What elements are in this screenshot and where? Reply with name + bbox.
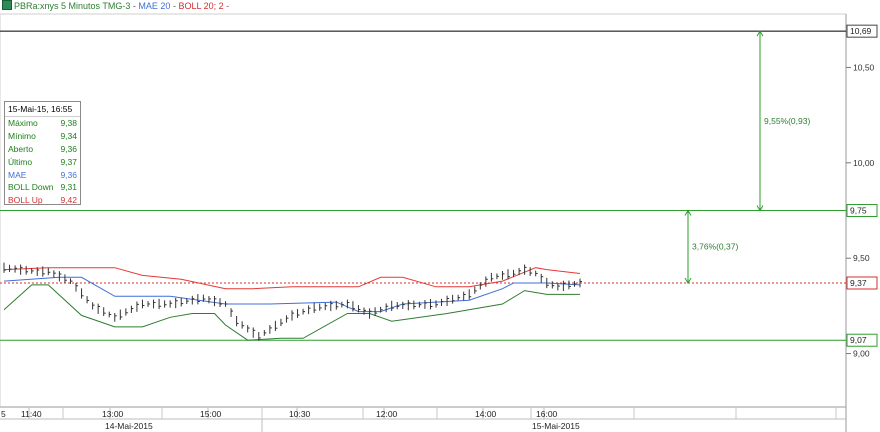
level-price-label: 9,75 (850, 206, 867, 216)
level-price-box (846, 204, 878, 217)
y-tick-label: 10,50 (853, 62, 875, 72)
x-tick-label: 16:00 (536, 409, 558, 419)
level-price-box (846, 24, 878, 38)
arrow-head (756, 30, 764, 37)
measure-label: 3,76%(0,37) (692, 242, 738, 252)
info-value: 9,36 (60, 143, 77, 154)
info-row: Aberto 9,36 (5, 143, 80, 156)
info-row: BOLL Down 9,31 (5, 181, 80, 194)
series-line[interactable] (3, 284, 580, 341)
x-tick-label: 14:00 (475, 409, 497, 419)
arrow-head (756, 205, 764, 212)
level-price-label: 9,37 (850, 278, 867, 288)
x-tick-label: 11:40 (21, 409, 42, 419)
arrow-head (684, 209, 692, 216)
x-tick-label: 15:00 (200, 409, 222, 419)
info-label: Aberto (8, 143, 34, 154)
info-value: 9,34 (60, 130, 77, 141)
y-tick-label: 10,00 (853, 158, 875, 168)
info-label: MAE (8, 169, 27, 180)
info-value: 9,42 (60, 195, 77, 206)
info-row: BOLL Up 9,42 (5, 194, 80, 207)
info-label: Mínimo (8, 130, 36, 141)
header-separator: - (172, 1, 176, 11)
info-row: MAE 9,36 (5, 169, 80, 182)
data-window: 15-Mai-15, 16:55 Máximo 9,38 Mínimo 9,34 Abe… (4, 101, 81, 205)
info-label: Máximo (8, 118, 38, 128)
chart-header: PBRa:xnys 5 Minutos TMG-3 - MAE 20 - BOL… (2, 0, 229, 12)
level-price-label: 10,69 (850, 26, 872, 36)
chart-type-icon[interactable] (2, 0, 12, 10)
info-row: Máximo 9,38 (5, 117, 80, 130)
info-label: BOLL Up (8, 195, 43, 206)
info-value: 9,37 (60, 156, 77, 167)
info-label: BOLL Down (8, 182, 54, 193)
info-timestamp: 15-Mai-15, 16:55 (5, 102, 80, 117)
mae-label[interactable]: MAE 20 (138, 1, 171, 11)
info-label: Último (8, 156, 33, 167)
level-price-label: 9,07 (850, 335, 867, 345)
series-line[interactable] (3, 267, 581, 290)
y-tick-label: 9,50 (853, 253, 870, 263)
level-price-box (846, 276, 878, 290)
level-price-box (846, 333, 878, 347)
symbol-label[interactable]: PBRa:xnys 5 Minutos TMG-3 (14, 1, 131, 11)
info-row: Último 9,37 (5, 156, 80, 169)
measure-label: 9,55%(0,93) (764, 116, 810, 126)
day-label: 14-Mai-2015 (105, 421, 153, 431)
x-tick-label: 10:30 (289, 409, 311, 419)
info-value: 9,31 (60, 182, 77, 193)
info-value: 9,38 (60, 118, 77, 128)
info-row: Mínimo 9,34 (5, 130, 80, 143)
arrow-head (684, 277, 692, 284)
x-tick-label: 13:00 (102, 409, 124, 419)
x-tick-label: 5 (1, 409, 6, 419)
info-value: 9,36 (60, 169, 77, 180)
header-separator: - (132, 1, 136, 11)
x-tick-label: 12:00 (376, 409, 398, 419)
boll-label[interactable]: BOLL 20; 2 - (178, 1, 230, 11)
day-label: 15-Mai-2015 (532, 421, 580, 431)
y-tick-label: 9,00 (853, 349, 870, 359)
